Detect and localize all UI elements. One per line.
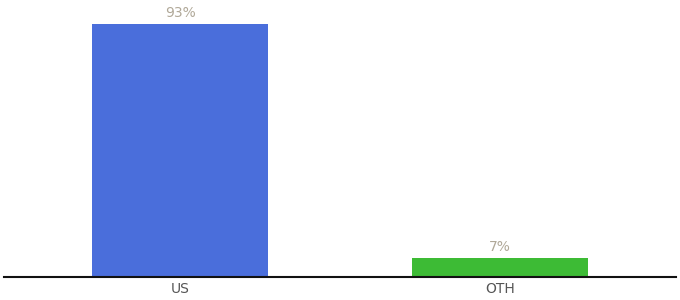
Text: 93%: 93% [165, 6, 195, 20]
Bar [92, 25, 268, 277]
Bar [412, 258, 588, 277]
Text: 7%: 7% [489, 240, 511, 254]
